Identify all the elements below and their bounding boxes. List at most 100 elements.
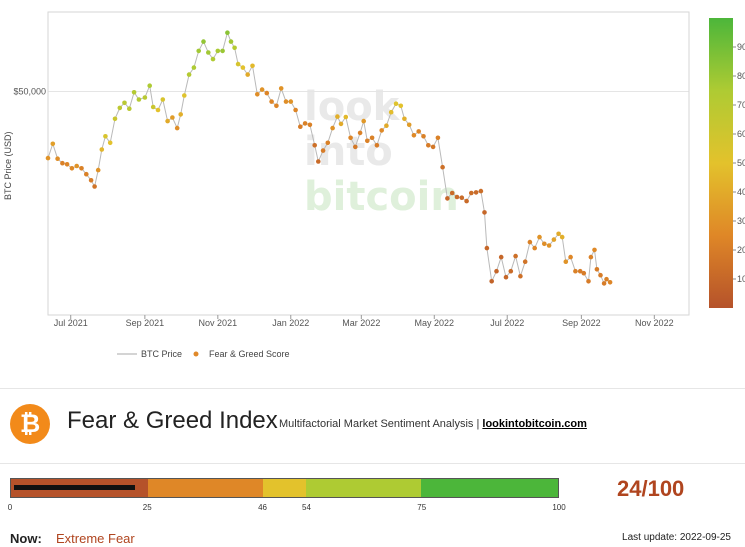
data-point [365, 138, 370, 144]
watermark-word: into [304, 129, 393, 175]
status-label: Now: [10, 531, 42, 546]
data-point [388, 109, 394, 115]
colorbar-tick-label: 10 [737, 274, 745, 284]
data-point [288, 99, 294, 104]
data-point [537, 234, 542, 240]
x-tick-label: Jul 2022 [490, 318, 524, 328]
data-point [220, 48, 225, 54]
colorbar-tick-label: 30 [737, 216, 745, 226]
data-point [473, 190, 479, 195]
data-point [69, 166, 75, 171]
data-point [478, 188, 484, 194]
data-point [361, 118, 367, 124]
data-point [147, 83, 152, 88]
data-point [379, 128, 385, 133]
data-point [259, 87, 265, 92]
x-tick-label: Jan 2022 [272, 318, 309, 328]
data-point [484, 245, 490, 251]
data-point [601, 281, 607, 286]
data-point [508, 268, 514, 274]
data-point [112, 116, 118, 122]
data-point [604, 276, 609, 282]
data-point [353, 144, 358, 150]
gauge-tick-label: 54 [302, 503, 311, 512]
data-point [160, 97, 166, 102]
data-point [577, 268, 583, 274]
data-point [494, 268, 499, 274]
gauge-segment [262, 479, 307, 497]
data-point [592, 247, 597, 253]
x-tick-label: Nov 2022 [635, 318, 674, 328]
data-point [559, 234, 565, 240]
data-point [430, 144, 436, 150]
data-point [435, 135, 441, 141]
y-axis-ticks: $50,000 [13, 87, 46, 97]
legend-fear-greed: Fear & Greed Score [209, 349, 290, 359]
score-readout: 24/100 [617, 476, 685, 501]
fear-greed-chart: lookintobitcoin BTC Price (USD) Jul 2021… [3, 11, 745, 359]
gauge-tick-label: 46 [258, 503, 267, 512]
data-point [527, 239, 533, 245]
data-point [343, 114, 349, 120]
sentiment-gauge-bar [10, 478, 559, 498]
data-point [357, 130, 363, 136]
data-point [182, 93, 187, 98]
colorbar [709, 18, 733, 308]
data-point [546, 243, 552, 248]
last-update: Last update: 2022-09-25 [622, 532, 731, 543]
data-point [196, 48, 201, 54]
gauge-segment [306, 479, 422, 497]
data-point [338, 121, 344, 127]
data-point [335, 114, 340, 119]
data-point [348, 135, 353, 141]
gauge-tick-label: 0 [7, 503, 13, 512]
data-point [88, 178, 94, 183]
data-point [107, 140, 113, 146]
data-point [55, 156, 60, 161]
data-point [264, 90, 270, 96]
y-tick-label: $50,000 [13, 87, 46, 97]
data-point [498, 254, 504, 260]
colorbar-ticks: 10 20 30 40 50 60 70 80 90 [733, 42, 745, 284]
data-point [482, 210, 487, 215]
data-point [186, 72, 192, 77]
data-point [316, 159, 321, 164]
data-point [201, 39, 206, 44]
data-point [542, 241, 547, 247]
data-point [459, 195, 465, 200]
data-point [210, 56, 216, 62]
page-subtitle: Multifactorial Market Sentiment Analysis… [279, 418, 587, 430]
data-point [178, 112, 183, 117]
data-point [150, 104, 156, 110]
lookintobitcoin-link[interactable]: lookintobitcoin.com [482, 418, 587, 430]
data-point [254, 92, 260, 97]
data-point [103, 134, 108, 139]
watermark-word: bitcoin [304, 174, 459, 220]
data-point [170, 115, 175, 120]
data-point [99, 147, 105, 152]
data-point [228, 39, 234, 44]
index-header: ₿ Fear & Greed Index Multifactorial Mark… [0, 390, 745, 462]
data-point [518, 273, 523, 279]
data-point [245, 72, 250, 77]
colorbar-tick-label: 90 [737, 42, 745, 52]
x-tick-label: Jul 2021 [54, 318, 88, 328]
data-point [117, 105, 123, 111]
data-point [330, 125, 335, 131]
x-tick-label: May 2022 [415, 318, 455, 328]
colorbar-tick-label: 70 [737, 100, 745, 110]
data-point [302, 121, 308, 126]
data-point [274, 103, 279, 109]
data-point [64, 162, 70, 167]
data-point [320, 148, 326, 153]
watermark-word: look [304, 84, 401, 130]
gauge-value-indicator [14, 485, 135, 490]
data-point [393, 101, 399, 106]
data-point [235, 61, 241, 67]
x-axis-ticks: Jul 2021 Sep 2021 Nov 2021 Jan 2022 Mar 2022… [54, 315, 674, 328]
gauge-tick-label: 75 [417, 503, 427, 512]
gauge-segment [147, 479, 263, 497]
data-point [174, 125, 180, 131]
data-point [588, 254, 594, 260]
data-point [440, 164, 445, 170]
